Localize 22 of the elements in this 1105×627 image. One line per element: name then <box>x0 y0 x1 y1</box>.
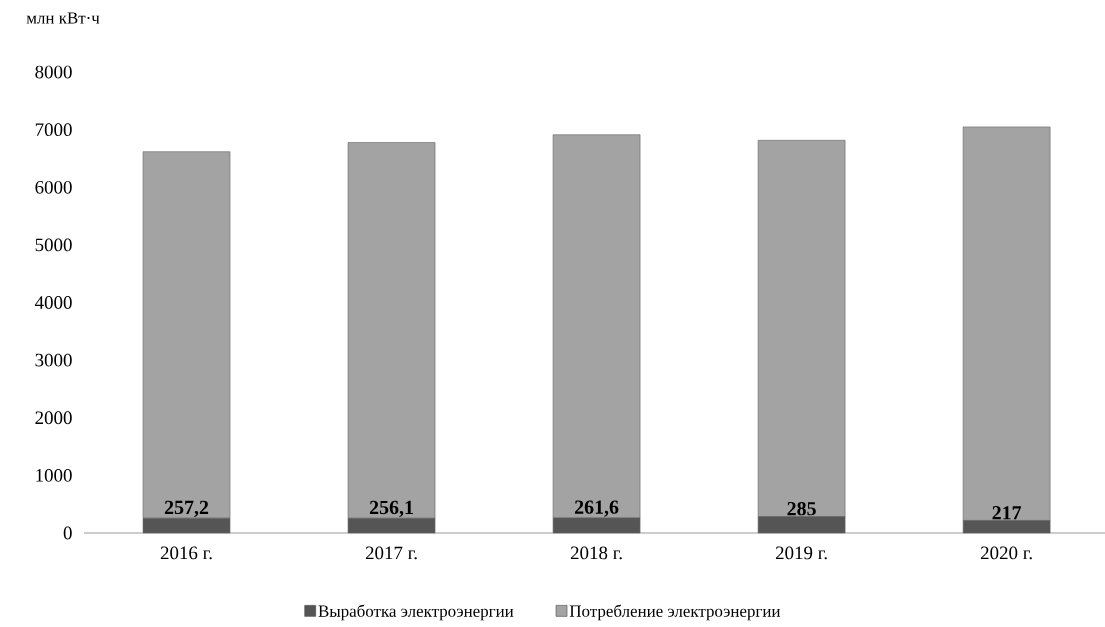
y-tick-label: 5000 <box>35 238 72 252</box>
x-tick-label: 2016 г. <box>160 546 212 560</box>
y-tick-label: 2000 <box>35 411 72 425</box>
y-axis-title: млн кВт·ч <box>26 12 100 24</box>
y-tick-label: 1000 <box>36 469 72 482</box>
y-tick-label: 3000 <box>35 353 72 367</box>
data-label: 261,6 <box>575 500 619 517</box>
legend-label: Выработка электроэнергии <box>318 604 514 621</box>
y-tick-label: 0 <box>63 526 72 540</box>
y-tick-label: 4000 <box>35 296 72 309</box>
data-label: 257,2 <box>164 500 209 517</box>
y-tick-label: 7000 <box>35 123 72 137</box>
x-tick-label: 2019 г. <box>775 546 827 560</box>
legend-label: Потребление электроэнергии <box>569 604 781 621</box>
y-tick-label: 8000 <box>35 65 72 79</box>
x-tick-label: 2020 г. <box>980 546 1032 560</box>
y-tick-label: 6000 <box>35 180 72 194</box>
x-tick-label: 2018 г. <box>570 546 622 560</box>
data-label: 256,1 <box>369 500 413 518</box>
data-label: 217 <box>992 506 1022 520</box>
data-label: 285 <box>787 501 816 516</box>
x-tick-label: 2017 г. <box>365 546 417 560</box>
